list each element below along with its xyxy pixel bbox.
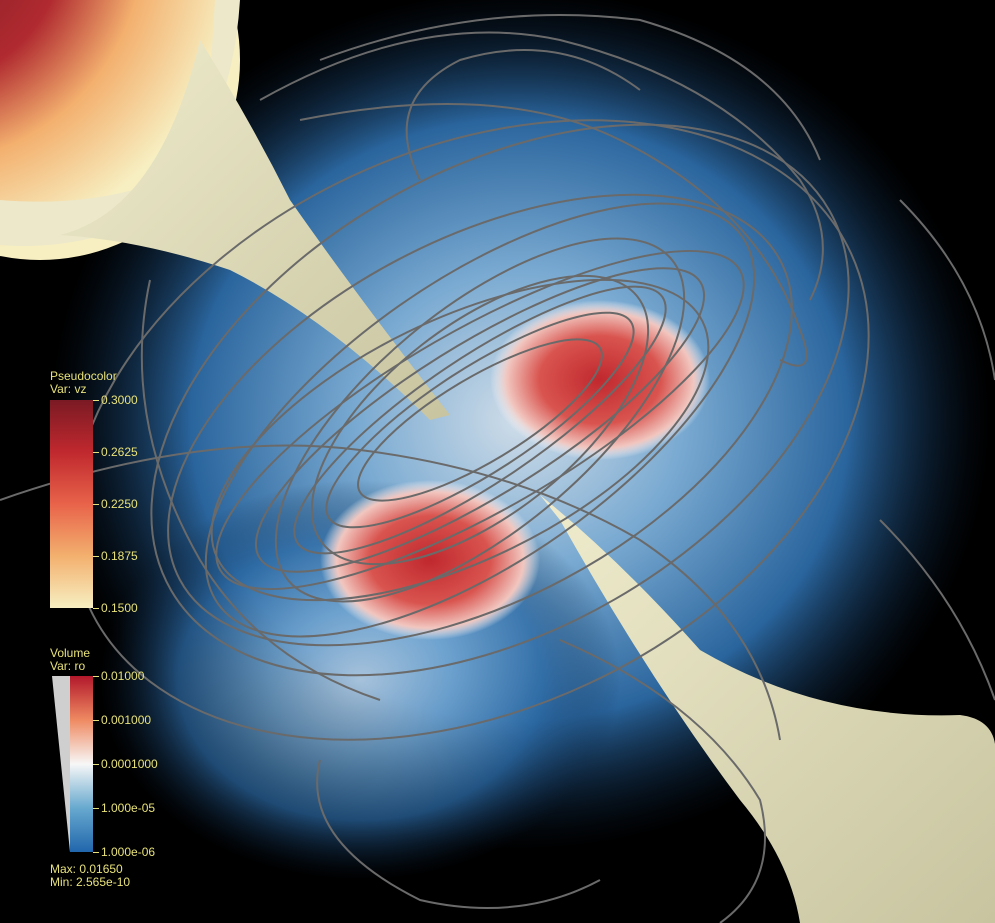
volume-legend-title: Volume (50, 646, 91, 660)
tick-mark (93, 504, 99, 505)
tick-mark (93, 852, 99, 853)
tick-label: 0.01000 (101, 669, 145, 683)
tick-label: 0.2625 (101, 445, 138, 459)
tick-label: 0.2250 (101, 497, 138, 511)
tick-mark (93, 720, 99, 721)
tick-mark (93, 676, 99, 677)
volume-min-label: Min: 2.565e-10 (50, 875, 131, 889)
velocity-blob-lower (320, 480, 540, 640)
tick-label: 0.3000 (101, 393, 138, 407)
tick-label: 0.001000 (101, 713, 152, 727)
tick-label: 0.0001000 (101, 757, 158, 771)
volume-bar-gradient (70, 676, 93, 852)
jet-lower (540, 495, 995, 923)
tick-mark (93, 608, 99, 609)
tick-label: 0.1875 (101, 549, 138, 563)
pseudocolor-legend-var: Var: vz (50, 382, 87, 396)
pseudocolor-bar-gradient (50, 400, 93, 608)
tick-label: 0.1500 (101, 601, 138, 615)
tick-mark (93, 764, 99, 765)
jet-upper (60, 40, 450, 420)
sphere-rim (0, 0, 240, 246)
tick-label: 1.000e-06 (101, 845, 156, 859)
volume-max-label: Max: 0.01650 (50, 862, 123, 876)
tick-mark (93, 808, 99, 809)
tick-mark (93, 556, 99, 557)
tick-mark (93, 400, 99, 401)
pseudocolor-legend-title: Pseudocolor (50, 369, 117, 383)
tick-label: 1.000e-05 (101, 801, 156, 815)
tick-mark (93, 452, 99, 453)
volume-legend-var: Var: ro (50, 659, 86, 673)
